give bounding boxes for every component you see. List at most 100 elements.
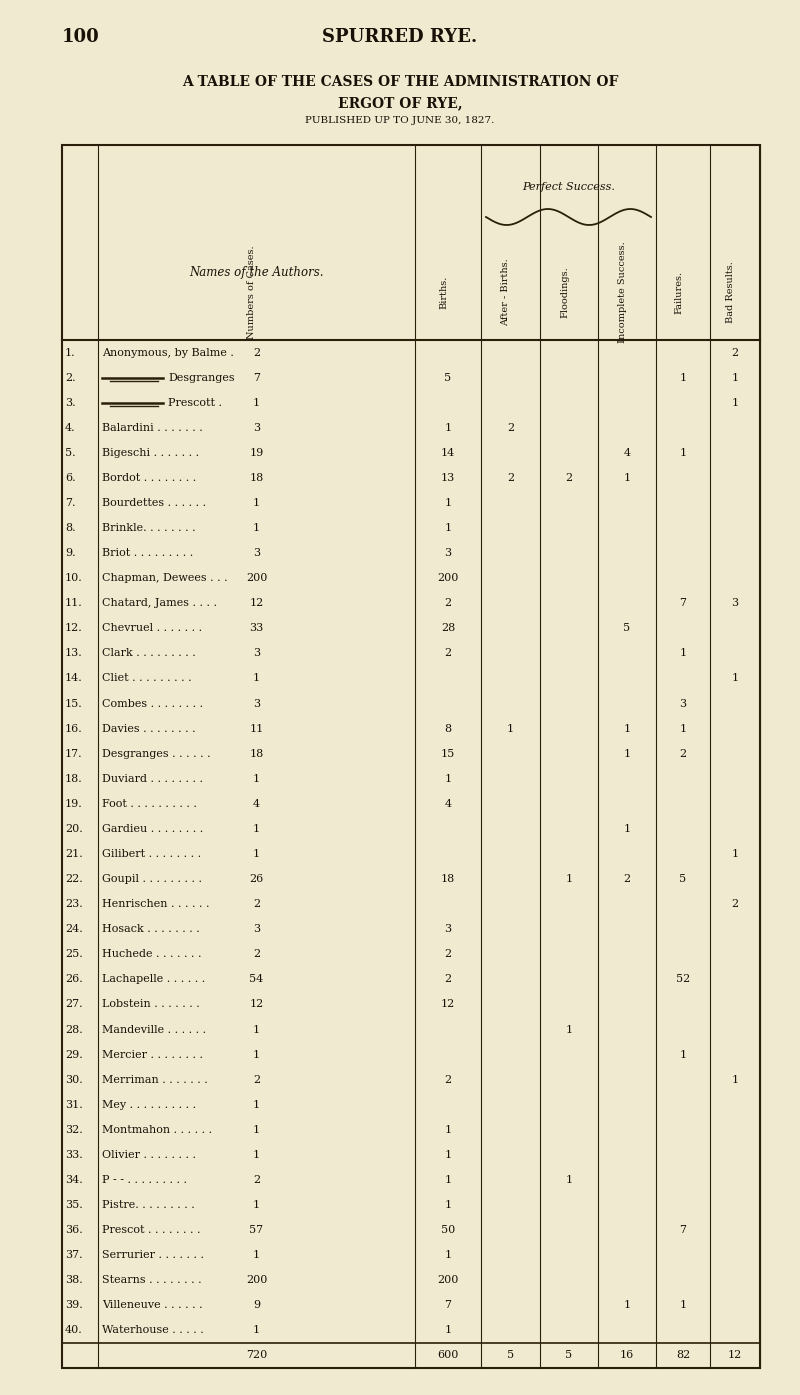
Text: 2: 2: [253, 1175, 260, 1184]
Text: 1: 1: [731, 850, 738, 859]
Text: 36.: 36.: [65, 1225, 82, 1235]
Text: 3: 3: [445, 925, 451, 935]
Text: 1: 1: [445, 1124, 451, 1134]
Text: Serrurier . . . . . . .: Serrurier . . . . . . .: [102, 1250, 204, 1260]
Text: 24.: 24.: [65, 925, 82, 935]
Text: 10.: 10.: [65, 573, 82, 583]
Text: 50: 50: [441, 1225, 455, 1235]
Text: Henrischen . . . . . .: Henrischen . . . . . .: [102, 900, 210, 910]
Text: 13: 13: [441, 473, 455, 483]
Text: 30.: 30.: [65, 1074, 82, 1085]
Text: 2: 2: [507, 423, 514, 432]
Text: Chatard, James . . . .: Chatard, James . . . .: [102, 598, 217, 608]
Text: 18: 18: [250, 749, 264, 759]
Text: 1: 1: [679, 372, 686, 382]
Text: 2: 2: [507, 473, 514, 483]
Text: Perfect Success.: Perfect Success.: [522, 181, 615, 193]
Text: 1: 1: [445, 1149, 451, 1159]
Text: 1: 1: [445, 1200, 451, 1209]
Text: 1: 1: [445, 1175, 451, 1184]
Text: Mey . . . . . . . . . .: Mey . . . . . . . . . .: [102, 1099, 196, 1110]
Text: Mandeville . . . . . .: Mandeville . . . . . .: [102, 1024, 206, 1035]
Text: Balardini . . . . . . .: Balardini . . . . . . .: [102, 423, 202, 432]
Text: 2.: 2.: [65, 372, 76, 382]
Text: 1: 1: [253, 1049, 260, 1060]
Text: Davies . . . . . . . .: Davies . . . . . . . .: [102, 724, 196, 734]
Text: 1: 1: [445, 423, 451, 432]
Text: 1: 1: [253, 824, 260, 834]
Text: Gardieu . . . . . . . .: Gardieu . . . . . . . .: [102, 824, 203, 834]
Text: 31.: 31.: [65, 1099, 82, 1110]
Text: 1: 1: [253, 398, 260, 407]
Bar: [62, 145, 760, 1368]
Text: 5.: 5.: [65, 448, 76, 458]
Text: After - Births.: After - Births.: [502, 258, 510, 326]
Text: 1: 1: [566, 1024, 573, 1035]
Text: Births.: Births.: [439, 276, 448, 310]
Text: 34.: 34.: [65, 1175, 82, 1184]
Text: 4: 4: [445, 799, 451, 809]
Text: 2: 2: [445, 974, 451, 985]
Text: 3: 3: [731, 598, 738, 608]
Text: Desgranges . . . . . .: Desgranges . . . . . .: [102, 749, 210, 759]
Text: 1: 1: [623, 824, 630, 834]
Text: 12.: 12.: [65, 624, 82, 633]
Text: 1: 1: [445, 498, 451, 508]
Text: 1: 1: [253, 1200, 260, 1209]
Text: 2: 2: [731, 347, 738, 357]
Text: Waterhouse . . . . .: Waterhouse . . . . .: [102, 1325, 204, 1335]
Text: 1: 1: [253, 498, 260, 508]
Text: 26: 26: [250, 875, 264, 884]
Text: 23.: 23.: [65, 900, 82, 910]
Text: 15.: 15.: [65, 699, 82, 709]
Text: 20.: 20.: [65, 824, 82, 834]
Text: 2: 2: [445, 598, 451, 608]
Text: Bad Results.: Bad Results.: [726, 262, 735, 324]
Text: Goupil . . . . . . . . .: Goupil . . . . . . . . .: [102, 875, 202, 884]
Text: 3: 3: [253, 548, 260, 558]
Text: 1: 1: [445, 523, 451, 533]
Text: 4: 4: [623, 448, 630, 458]
Text: 1: 1: [253, 774, 260, 784]
Text: Huchede . . . . . . .: Huchede . . . . . . .: [102, 949, 202, 960]
Text: Merriman . . . . . . .: Merriman . . . . . . .: [102, 1074, 208, 1085]
Text: 4.: 4.: [65, 423, 76, 432]
Text: 12: 12: [728, 1350, 742, 1360]
Text: Incomplete Success.: Incomplete Success.: [618, 241, 627, 343]
Text: 3: 3: [679, 699, 686, 709]
Text: Duviard . . . . . . . .: Duviard . . . . . . . .: [102, 774, 203, 784]
Text: Desgranges: Desgranges: [168, 372, 234, 382]
Text: 5: 5: [566, 1350, 573, 1360]
Text: 18: 18: [441, 875, 455, 884]
Text: 1: 1: [507, 724, 514, 734]
Text: ERGOT OF RYE,: ERGOT OF RYE,: [338, 96, 462, 110]
Text: 28.: 28.: [65, 1024, 82, 1035]
Text: 2: 2: [623, 875, 630, 884]
Text: 1: 1: [623, 749, 630, 759]
Text: 52: 52: [676, 974, 690, 985]
Text: 1: 1: [679, 649, 686, 658]
Text: 1: 1: [623, 1300, 630, 1310]
Text: 57: 57: [250, 1225, 263, 1235]
Text: 40.: 40.: [65, 1325, 82, 1335]
Text: 19.: 19.: [65, 799, 82, 809]
Text: 1: 1: [253, 674, 260, 684]
Text: 15: 15: [441, 749, 455, 759]
Text: Hosack . . . . . . . .: Hosack . . . . . . . .: [102, 925, 200, 935]
Text: Chapman, Dewees . . .: Chapman, Dewees . . .: [102, 573, 228, 583]
Text: 12: 12: [441, 999, 455, 1010]
Text: 54: 54: [250, 974, 264, 985]
Text: 18: 18: [250, 473, 264, 483]
Text: 200: 200: [246, 573, 267, 583]
Text: 1: 1: [445, 1325, 451, 1335]
Text: 32.: 32.: [65, 1124, 82, 1134]
Text: 3: 3: [253, 649, 260, 658]
Text: 12: 12: [250, 999, 264, 1010]
Text: 2: 2: [445, 949, 451, 960]
Text: Brinkle. . . . . . . .: Brinkle. . . . . . . .: [102, 523, 196, 533]
Text: P - - . . . . . . . . .: P - - . . . . . . . . .: [102, 1175, 187, 1184]
Text: 1: 1: [566, 1175, 573, 1184]
Text: 1: 1: [731, 372, 738, 382]
Text: 200: 200: [438, 1275, 458, 1285]
Text: 1: 1: [566, 875, 573, 884]
